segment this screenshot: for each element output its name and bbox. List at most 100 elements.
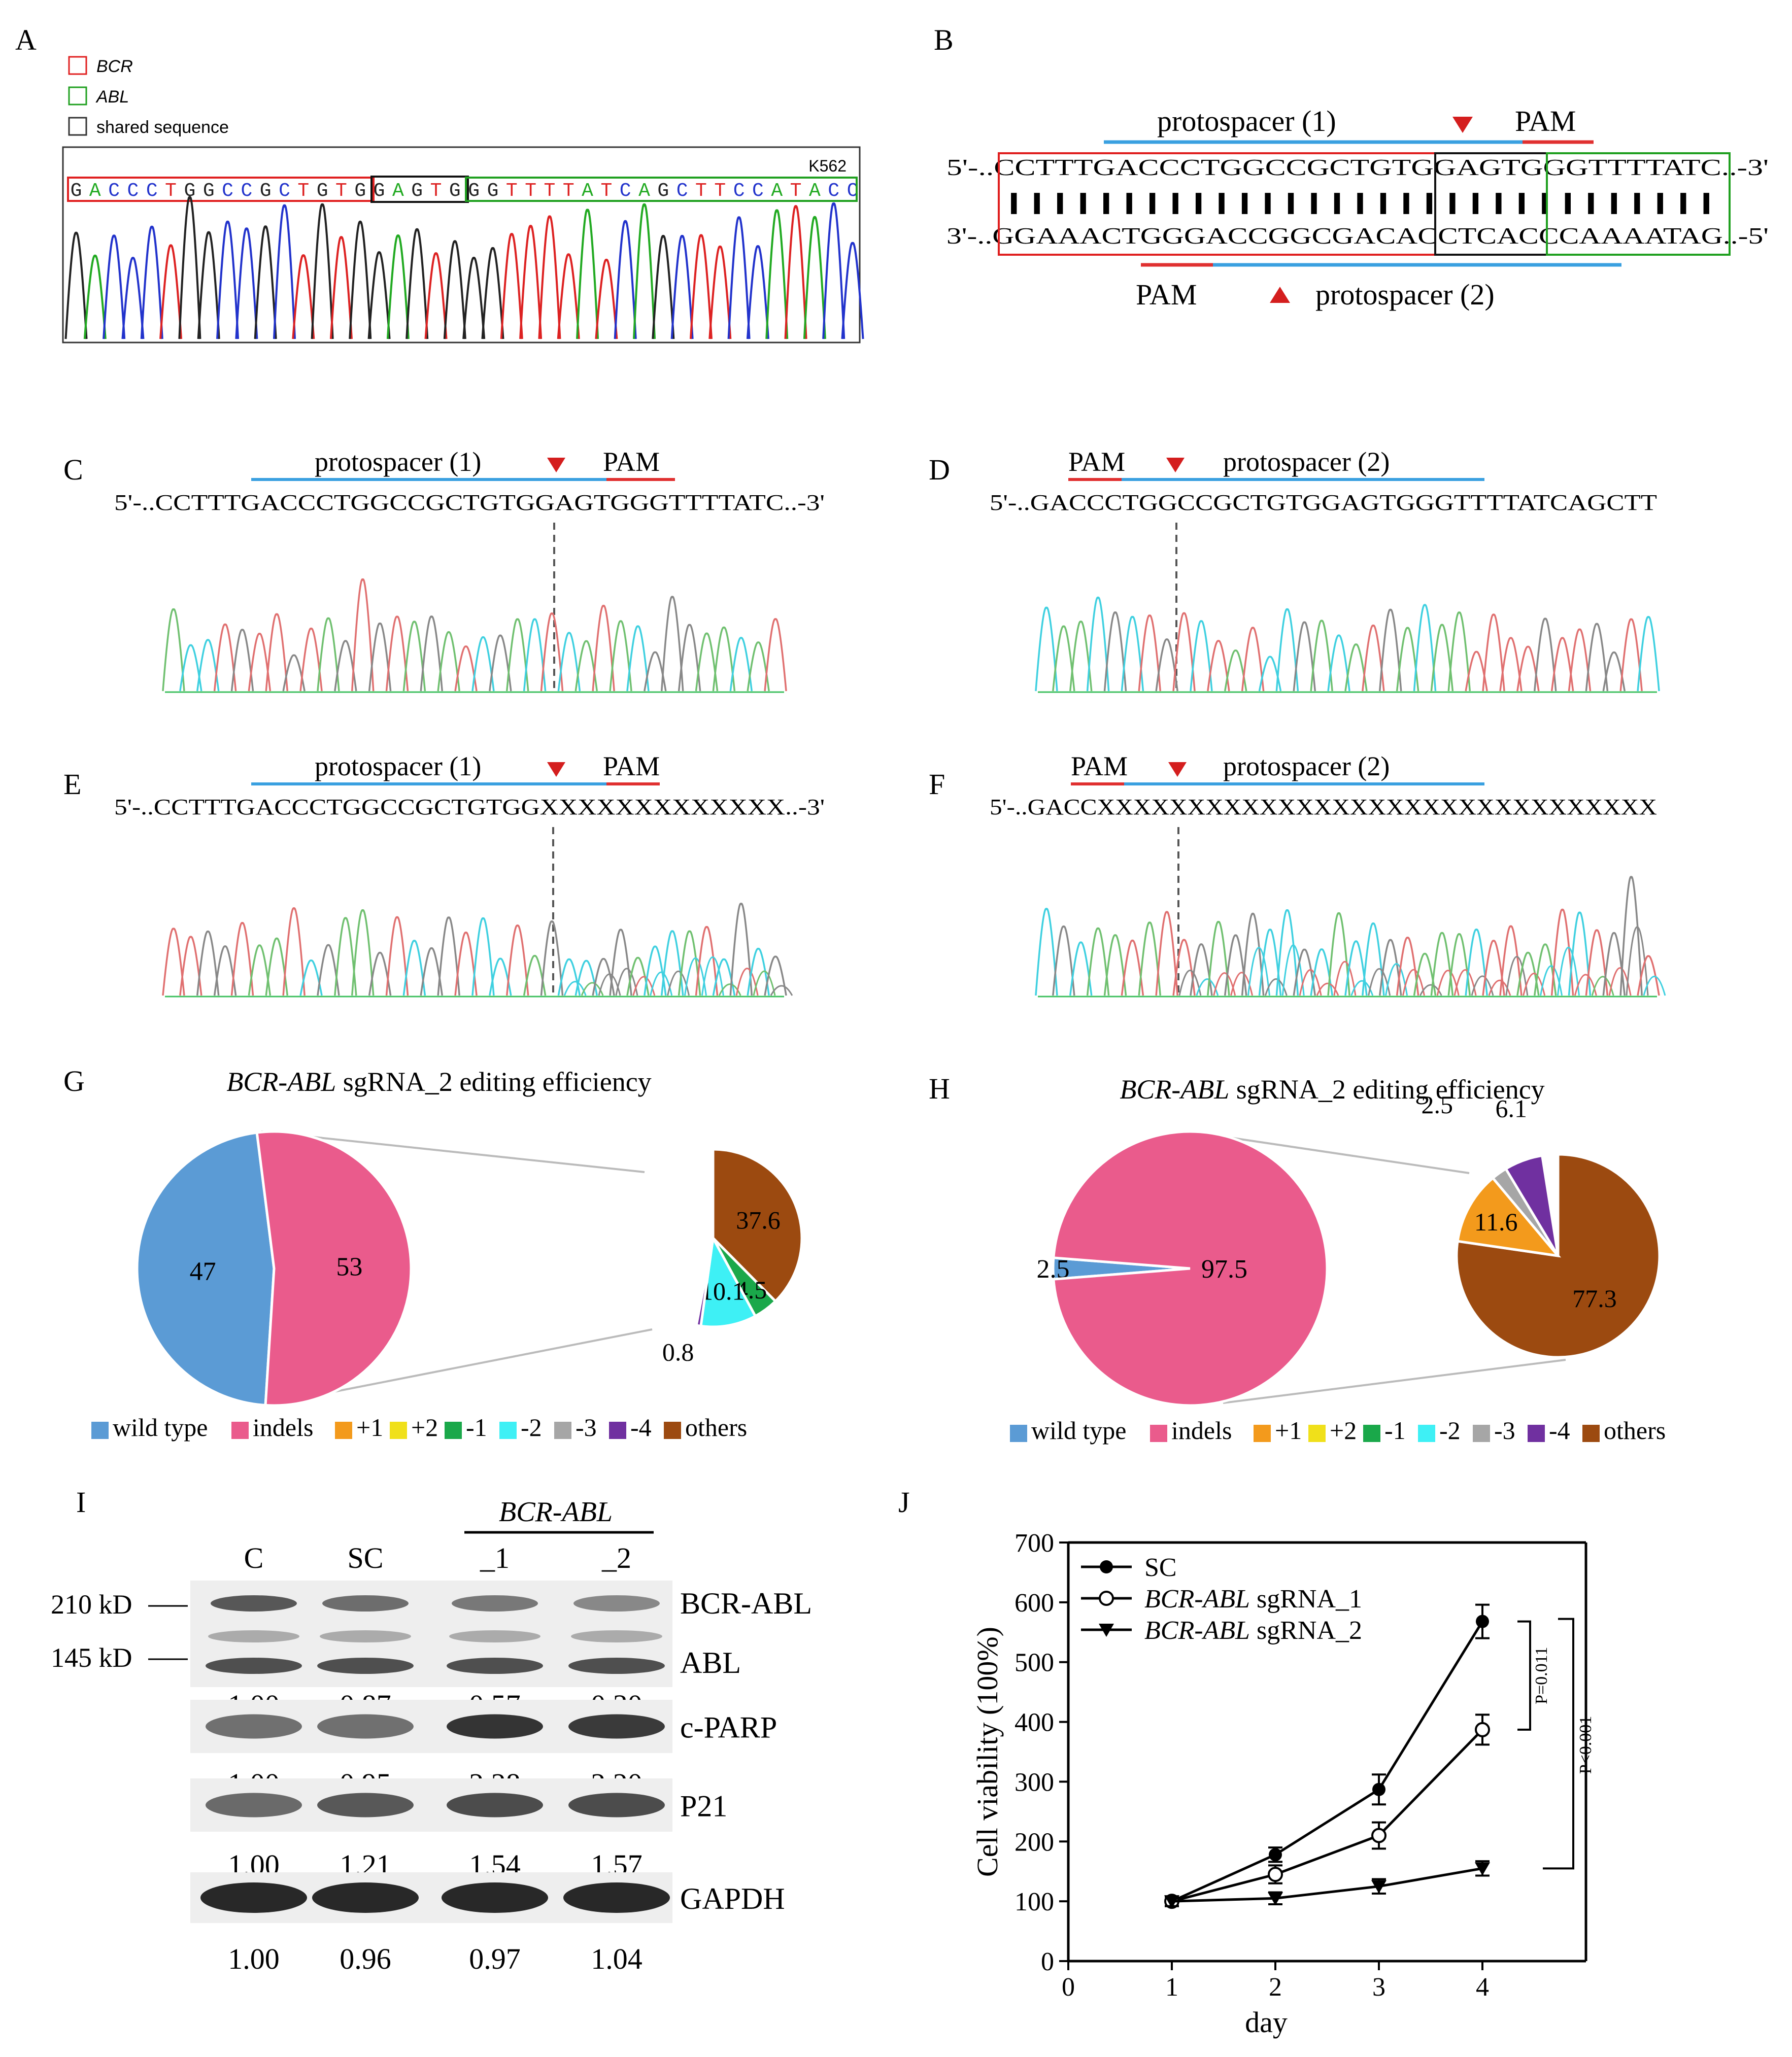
marker-open-circle <box>1268 1867 1283 1882</box>
legend-label: others <box>685 1413 747 1442</box>
trace-peak <box>1608 967 1632 996</box>
breakdown-slice-minus4 <box>1504 1154 1560 1257</box>
trace-peak <box>718 983 741 996</box>
trace-peak <box>1465 929 1488 996</box>
trace-peak <box>764 618 787 692</box>
trace-peak <box>1086 927 1110 996</box>
x-tick-label: 1 <box>1165 1973 1178 2002</box>
trace-peak <box>103 234 126 339</box>
trace-peak <box>368 623 392 692</box>
legend-label: +1 <box>1275 1416 1302 1445</box>
legend-label-gene: BCR-ABL <box>1144 1585 1250 1614</box>
trace-peak <box>841 242 864 339</box>
trace-peak <box>1327 912 1350 996</box>
trace-peak <box>695 926 719 996</box>
trace-peak <box>230 922 254 996</box>
legend-label: -2 <box>1439 1416 1461 1445</box>
legend-swatch <box>445 1422 462 1439</box>
trace-peak <box>557 632 581 692</box>
trace-peak <box>1413 604 1437 692</box>
trace-peak <box>159 244 183 339</box>
trace-peak <box>265 937 289 996</box>
base-call: C <box>620 180 631 202</box>
trace-peak <box>437 631 460 692</box>
marker-open-circle <box>1099 1591 1114 1606</box>
base-call: G <box>354 180 366 202</box>
band-bcr-abl <box>322 1595 409 1612</box>
trace-peak <box>1568 911 1592 996</box>
trace-peak <box>1619 618 1643 692</box>
trace-peak <box>317 617 340 692</box>
trace-peak <box>311 203 334 339</box>
trace-peak <box>1378 939 1402 996</box>
trace-peak <box>1585 929 1609 996</box>
trace-peak <box>1035 908 1058 996</box>
trace-peak <box>334 640 357 692</box>
cut-site-arrow <box>1166 458 1185 472</box>
trace-peak <box>273 204 296 339</box>
protein-label: BCR-ABL <box>680 1587 812 1620</box>
cut-site-arrow-up <box>1270 287 1290 303</box>
trace-peak <box>282 907 306 996</box>
trace-peak <box>424 252 448 339</box>
trace-peak <box>1086 596 1110 692</box>
legend-swatch <box>1150 1425 1167 1442</box>
base-call: A <box>771 180 783 202</box>
trace-peak <box>213 945 237 996</box>
trace-peak <box>368 951 392 996</box>
trace-peak <box>196 931 220 996</box>
significance-bracket <box>1517 1620 1531 1731</box>
trace-peak <box>1224 934 1247 996</box>
chart-title: BCR-ABL sgRNA_2 editing efficiency <box>226 1067 651 1097</box>
x-tick-label: 2 <box>1269 1973 1282 2002</box>
legend-label: others <box>1604 1416 1666 1445</box>
trace-peak <box>538 215 561 339</box>
trace-peak <box>660 596 684 692</box>
chart-title-gene: BCR-ABL <box>226 1067 336 1097</box>
breakdown-value-label: 6.1 <box>1495 1094 1527 1122</box>
trace-peak <box>1516 645 1540 692</box>
trace-peak <box>1138 921 1162 996</box>
y-tick-label: 600 <box>1015 1589 1054 1618</box>
base-call: C <box>752 180 764 202</box>
trace-peak <box>1430 932 1454 996</box>
band <box>312 1882 419 1913</box>
trace-peak <box>489 957 512 996</box>
breakdown-value-label: 77.3 <box>1572 1284 1617 1313</box>
trace-peak <box>1241 627 1265 692</box>
trace-peak <box>248 944 272 996</box>
trace-peak <box>1035 606 1058 692</box>
trace-peak <box>235 227 258 339</box>
trace-peak <box>1465 650 1488 692</box>
pam-bottom-label: PAM <box>1136 278 1197 311</box>
abl-box-b <box>1546 152 1731 256</box>
trace-peak <box>1637 955 1660 996</box>
marker-down-triangle <box>1099 1624 1114 1637</box>
trace-peak <box>1333 961 1357 996</box>
trace-peak <box>230 629 254 692</box>
legend-swatch-bcr <box>68 56 87 75</box>
legend-label: indels <box>1171 1416 1232 1445</box>
trace-peak <box>614 220 637 339</box>
marker-open-circle <box>1371 1828 1387 1843</box>
legend-label-rest: SC <box>1144 1553 1177 1582</box>
trace-peak <box>1344 643 1368 692</box>
chart-title-rest: sgRNA_2 editing efficiency <box>1229 1074 1544 1105</box>
trace-peak <box>652 235 675 339</box>
legend-label: -4 <box>1549 1416 1570 1445</box>
base-call: T <box>506 180 518 202</box>
trace-peak <box>1155 911 1178 996</box>
trace-peak <box>822 202 846 339</box>
band-abl <box>568 1658 665 1674</box>
band-abl <box>447 1658 543 1674</box>
chart-title-gene: BCR-ABL <box>1120 1074 1229 1105</box>
base-call: G <box>260 180 272 202</box>
protein-label: c-PARP <box>680 1711 777 1744</box>
base-call: C <box>847 180 859 202</box>
band <box>447 1714 543 1739</box>
base-call: T <box>430 180 442 202</box>
chromatogram-trace-e <box>162 903 793 998</box>
band <box>206 1793 302 1818</box>
protein-label: P21 <box>680 1790 727 1823</box>
marker-down-triangle <box>1475 1862 1490 1876</box>
